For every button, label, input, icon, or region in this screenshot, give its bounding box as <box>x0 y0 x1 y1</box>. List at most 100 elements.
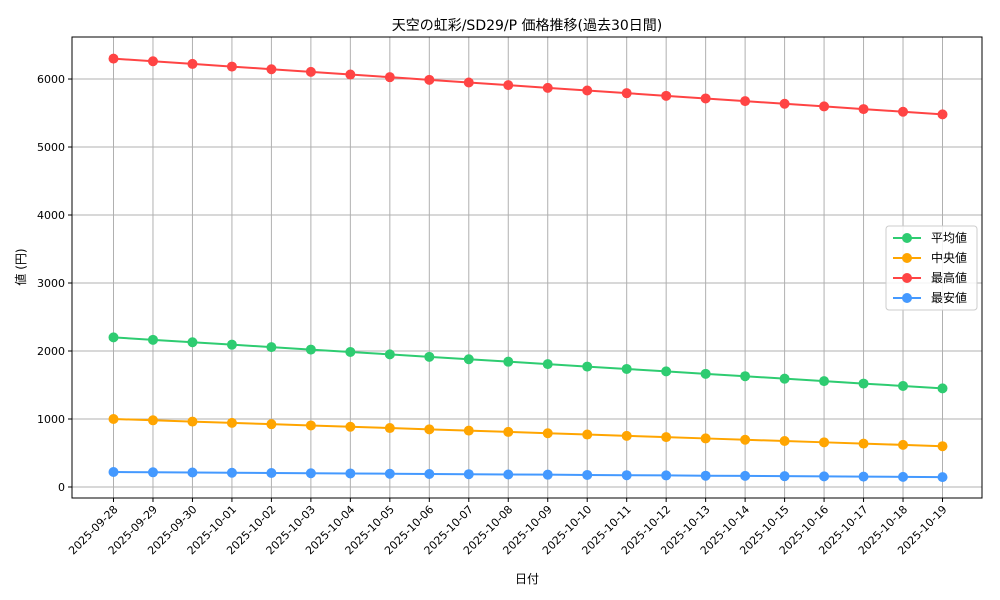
data-point <box>858 438 869 449</box>
data-point <box>108 467 119 478</box>
data-point <box>898 106 909 117</box>
data-point <box>700 93 711 104</box>
data-point <box>621 88 632 99</box>
data-point <box>858 471 869 482</box>
data-point <box>503 80 514 91</box>
data-point <box>937 441 948 452</box>
data-point <box>147 334 158 345</box>
data-point <box>305 420 316 431</box>
data-point <box>345 421 356 432</box>
data-point <box>621 363 632 374</box>
data-point <box>542 359 553 370</box>
data-point <box>384 349 395 360</box>
data-point <box>305 66 316 77</box>
y-tick-label: 6000 <box>37 73 65 86</box>
data-point <box>740 434 751 445</box>
data-point <box>463 77 474 88</box>
data-point <box>266 64 277 75</box>
plot-frame <box>71 36 983 499</box>
data-point <box>384 468 395 479</box>
data-point <box>621 430 632 441</box>
data-point <box>858 378 869 389</box>
data-point <box>779 436 790 447</box>
data-point <box>819 437 830 448</box>
data-point <box>661 470 672 481</box>
data-point <box>779 471 790 482</box>
data-point <box>424 74 435 85</box>
data-point <box>187 416 198 427</box>
data-point <box>187 58 198 69</box>
data-point <box>700 470 711 481</box>
data-point <box>937 109 948 120</box>
y-axis-label: 値 (円) <box>13 248 28 285</box>
chart-title: 天空の虹彩/SD29/P 価格推移(過去30日間) <box>392 18 663 34</box>
data-point <box>503 426 514 437</box>
data-point <box>503 356 514 367</box>
data-point <box>108 53 119 64</box>
data-point <box>384 423 395 434</box>
data-point <box>700 433 711 444</box>
legend-entry: 中央値 <box>931 250 967 265</box>
data-point <box>345 69 356 80</box>
data-point <box>740 371 751 382</box>
data-point <box>463 354 474 365</box>
data-point <box>187 337 198 348</box>
y-axis: 0 1000 2000 3000 4000 5000 6000 <box>37 73 72 494</box>
data-point <box>779 373 790 384</box>
data-point <box>937 383 948 394</box>
data-point <box>226 417 237 428</box>
series-中央値 <box>108 413 948 452</box>
series-最高値 <box>108 53 948 120</box>
data-point <box>582 429 593 440</box>
data-point <box>187 467 198 478</box>
data-point <box>226 339 237 350</box>
grid-lines <box>72 37 982 498</box>
data-point <box>108 413 119 424</box>
data-point <box>819 376 830 387</box>
data-point <box>898 380 909 391</box>
data-point <box>305 468 316 479</box>
y-tick-label: 3000 <box>37 277 65 290</box>
data-point <box>582 85 593 96</box>
data-point <box>424 468 435 479</box>
data-point <box>266 467 277 478</box>
data-point <box>621 470 632 481</box>
data-point <box>661 90 672 101</box>
data-point <box>147 415 158 426</box>
data-point <box>147 467 158 478</box>
legend-entry: 平均値 <box>931 230 967 245</box>
data-point <box>384 72 395 83</box>
data-point <box>661 366 672 377</box>
series-平均値 <box>108 332 948 394</box>
data-point <box>582 469 593 480</box>
data-point <box>700 368 711 379</box>
y-tick-label: 2000 <box>37 345 65 358</box>
data-point <box>740 96 751 107</box>
data-point <box>542 428 553 439</box>
series-lines <box>108 53 948 483</box>
data-point <box>503 469 514 480</box>
data-point <box>226 61 237 72</box>
data-point <box>226 467 237 478</box>
y-tick-label: 1000 <box>37 413 65 426</box>
y-tick-label: 5000 <box>37 141 65 154</box>
data-point <box>542 82 553 93</box>
data-point <box>424 351 435 362</box>
data-point <box>661 432 672 443</box>
data-point <box>542 469 553 480</box>
data-point <box>424 424 435 435</box>
data-point <box>582 361 593 372</box>
data-point <box>740 470 751 481</box>
legend-entry: 最高値 <box>931 270 967 285</box>
x-axis: 2025-09-282025-09-292025-09-302025-10-01… <box>66 498 950 557</box>
legend-entry: 最安値 <box>931 290 967 305</box>
data-point <box>819 471 830 482</box>
data-point <box>266 419 277 430</box>
data-point <box>858 104 869 115</box>
data-point <box>463 469 474 480</box>
data-point <box>345 346 356 357</box>
data-point <box>898 471 909 482</box>
x-axis-label: 日付 <box>515 572 539 586</box>
data-point <box>147 56 158 67</box>
